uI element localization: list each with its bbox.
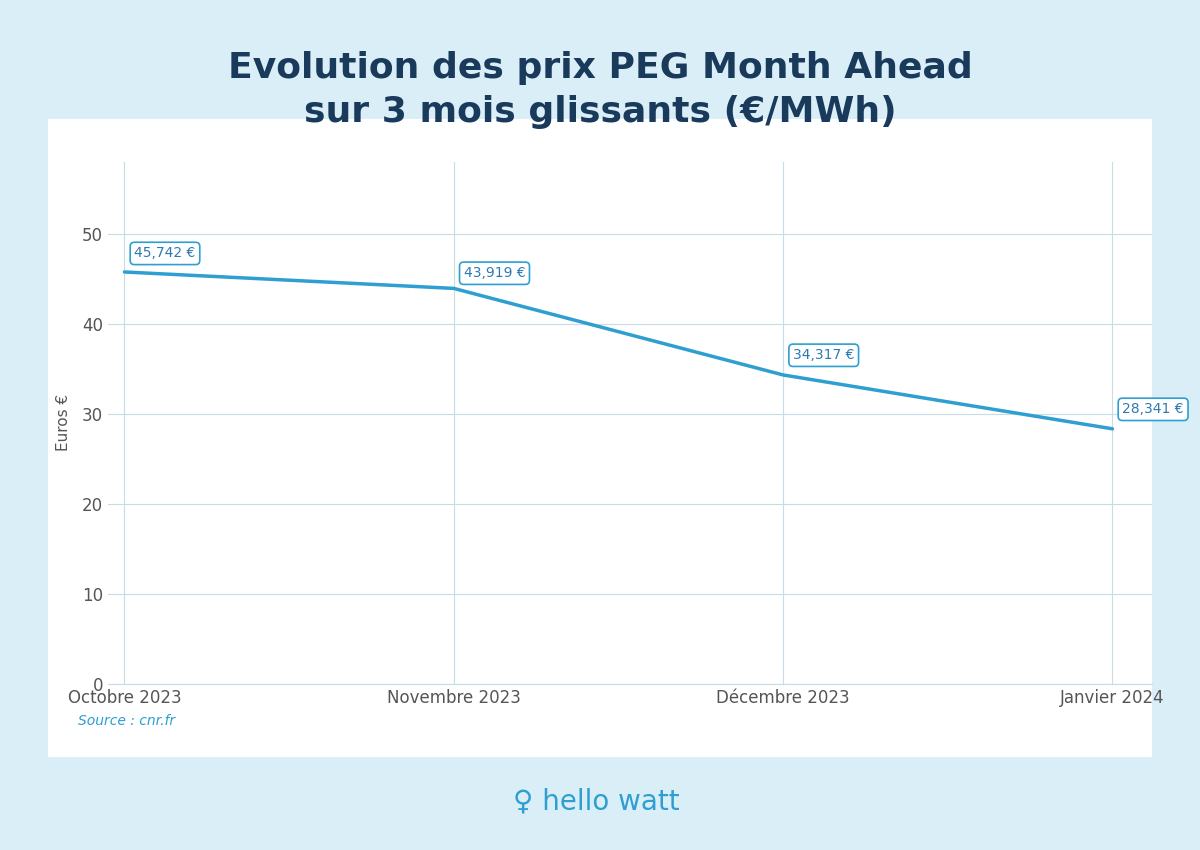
Text: 28,341 €: 28,341 €	[1122, 402, 1184, 416]
Text: ♀ hello watt: ♀ hello watt	[514, 788, 679, 815]
Text: 45,742 €: 45,742 €	[134, 246, 196, 260]
Text: 34,317 €: 34,317 €	[793, 348, 854, 362]
Text: Source : cnr.fr: Source : cnr.fr	[78, 714, 175, 728]
Y-axis label: Euros €: Euros €	[56, 394, 71, 451]
Text: sur 3 mois glissants (€/MWh): sur 3 mois glissants (€/MWh)	[304, 95, 896, 129]
Text: Evolution des prix PEG Month Ahead: Evolution des prix PEG Month Ahead	[228, 51, 972, 85]
Text: 43,919 €: 43,919 €	[463, 266, 526, 280]
